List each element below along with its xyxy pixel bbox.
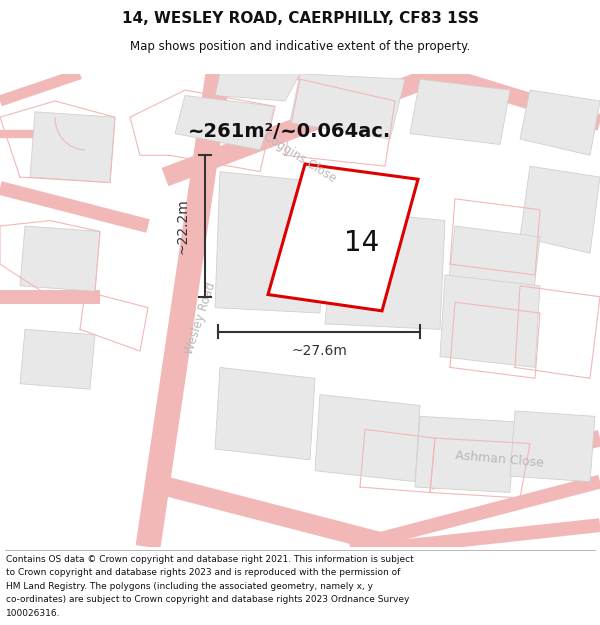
Polygon shape: [325, 210, 445, 329]
Polygon shape: [215, 172, 325, 313]
Text: ~261m²/~0.064ac.: ~261m²/~0.064ac.: [188, 122, 392, 141]
Polygon shape: [520, 166, 600, 253]
Text: Map shows position and indicative extent of the property.: Map shows position and indicative extent…: [130, 41, 470, 53]
Polygon shape: [20, 226, 100, 291]
Polygon shape: [315, 394, 420, 482]
Polygon shape: [215, 368, 315, 460]
Text: HM Land Registry. The polygons (including the associated geometry, namely x, y: HM Land Registry. The polygons (includin…: [6, 582, 373, 591]
Text: ~27.6m: ~27.6m: [291, 344, 347, 358]
Text: co-ordinates) are subject to Crown copyright and database rights 2023 Ordnance S: co-ordinates) are subject to Crown copyr…: [6, 596, 409, 604]
Text: 100026316.: 100026316.: [6, 609, 61, 618]
Text: Ashman Close: Ashman Close: [455, 449, 545, 470]
Text: Contains OS data © Crown copyright and database right 2021. This information is : Contains OS data © Crown copyright and d…: [6, 555, 414, 564]
Text: 14, WESLEY ROAD, CAERPHILLY, CF83 1SS: 14, WESLEY ROAD, CAERPHILLY, CF83 1SS: [121, 11, 479, 26]
Polygon shape: [20, 329, 95, 389]
Polygon shape: [510, 411, 595, 482]
Polygon shape: [415, 416, 515, 492]
Polygon shape: [440, 275, 540, 368]
Text: ~22.2m: ~22.2m: [176, 198, 190, 254]
Text: to Crown copyright and database rights 2023 and is reproduced with the permissio: to Crown copyright and database rights 2…: [6, 568, 400, 578]
Polygon shape: [410, 79, 510, 144]
Polygon shape: [175, 96, 275, 150]
Polygon shape: [215, 74, 300, 101]
Text: Coggins Close: Coggins Close: [261, 130, 339, 185]
Polygon shape: [30, 112, 115, 182]
Polygon shape: [445, 226, 540, 324]
Polygon shape: [520, 90, 600, 156]
Polygon shape: [290, 74, 405, 139]
Text: Wesley Road: Wesley Road: [182, 281, 218, 356]
Text: 14: 14: [344, 229, 379, 257]
Polygon shape: [268, 164, 418, 311]
